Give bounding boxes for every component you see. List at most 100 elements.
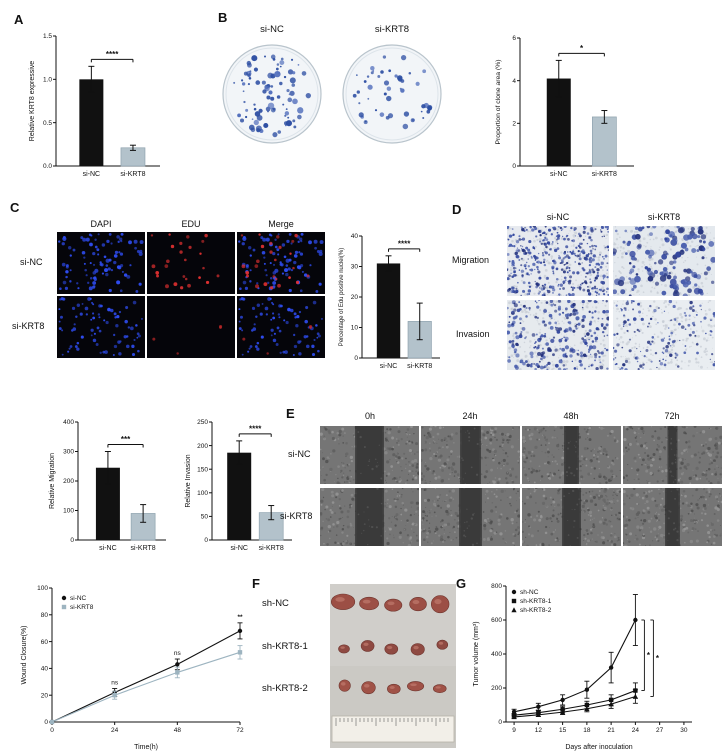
svg-text:18: 18 (583, 727, 591, 734)
svg-text:si-NC: si-NC (550, 171, 568, 178)
transwell-image-migration-si-krt8 (613, 226, 715, 296)
svg-text:24: 24 (632, 727, 640, 734)
transwell-image-migration-si-nc (507, 226, 609, 296)
panel-a-label: A (14, 12, 24, 27)
svg-text:400: 400 (63, 419, 74, 426)
svg-text:400: 400 (491, 651, 502, 658)
fluorescence-image-merge-si-krt8 (237, 296, 325, 358)
transwell-image-invasion-si-nc (507, 300, 609, 370)
svg-text:24: 24 (111, 727, 119, 734)
svg-text:si-NC: si-NC (230, 545, 248, 552)
wound-image-si-nc-48h (522, 426, 621, 484)
row-label-invasion: Invasion (456, 329, 490, 339)
svg-text:****: **** (398, 239, 411, 248)
svg-text:Time(h): Time(h) (134, 744, 158, 751)
svg-text:0: 0 (44, 719, 48, 726)
transwell-image-invasion-si-krt8 (613, 300, 715, 370)
svg-text:Relative Invasion: Relative Invasion (185, 454, 192, 507)
svg-text:1.0: 1.0 (43, 77, 52, 84)
svg-text:100: 100 (63, 508, 74, 515)
svg-text:20: 20 (41, 692, 49, 699)
svg-text:si-NC: si-NC (99, 545, 117, 552)
svg-text:40: 40 (351, 233, 359, 240)
svg-text:100: 100 (197, 490, 208, 497)
svg-text:0: 0 (512, 163, 516, 170)
svg-text:Days after inoculation: Days after inoculation (565, 744, 632, 751)
svg-text:Relative KRT8 expressive: Relative KRT8 expressive (29, 61, 36, 142)
svg-text:0: 0 (204, 537, 208, 544)
svg-text:60: 60 (41, 639, 49, 646)
svg-text:si-KRT8: si-KRT8 (592, 171, 617, 178)
svg-text:100: 100 (37, 585, 48, 592)
row-label-sh-krt8-1: sh-KRT8-1 (262, 641, 308, 652)
wound-image-si-nc-24h (421, 426, 520, 484)
row-label-migration: Migration (452, 255, 490, 265)
svg-text:9: 9 (512, 727, 516, 734)
panel-g-label: G (456, 576, 467, 591)
fluorescence-image-edu-si-nc (147, 232, 235, 294)
column-header-si-krt8: si-KRT8 (647, 212, 681, 222)
svg-text:Percentage of Edu positive nuc: Percentage of Edu positive nuclei(%) (339, 248, 345, 346)
colony-dish-label-si-krt8: si-KRT8 (374, 24, 410, 35)
fluorescence-image-dapi-si-nc (57, 232, 145, 294)
row-label-sh-krt8-2: sh-KRT8-2 (262, 683, 308, 694)
fluorescence-image-edu-si-krt8 (147, 296, 235, 358)
wound-image-si-nc-0h (320, 426, 419, 484)
svg-text:**: ** (237, 614, 243, 621)
tumor-photo (330, 584, 456, 748)
svg-text:6: 6 (512, 35, 516, 42)
column-header-merge: Merge (268, 219, 294, 229)
svg-text:0.5: 0.5 (43, 120, 52, 127)
svg-text:200: 200 (63, 478, 74, 485)
svg-text:****: **** (106, 50, 119, 59)
svg-text:600: 600 (491, 617, 502, 624)
wound-image-si-nc-72h (623, 426, 722, 484)
column-header-72h: 72h (664, 411, 680, 421)
chart-relative-migration: 0 100 200 300 400 Relative Migration si-NC si-K… (46, 406, 174, 564)
svg-text:48: 48 (174, 727, 182, 734)
svg-text:30: 30 (351, 264, 359, 271)
svg-text:0: 0 (354, 355, 358, 362)
svg-text:si-KRT8: si-KRT8 (131, 545, 156, 552)
svg-text:20: 20 (351, 294, 359, 301)
svg-text:0: 0 (70, 537, 74, 544)
svg-text:ns: ns (111, 680, 119, 687)
panel-f-label: F (252, 576, 260, 591)
colony-dish-label-si-nc: si-NC (260, 24, 284, 35)
column-header-edu: EDU (181, 219, 201, 229)
svg-text:200: 200 (197, 443, 208, 450)
svg-text:Proportion of clone area (%): Proportion of clone area (%) (495, 59, 502, 144)
svg-text:ns: ns (174, 650, 182, 657)
svg-text:150: 150 (197, 466, 208, 473)
svg-text:Relative Migration: Relative Migration (49, 453, 56, 509)
row-label-si-krt8: si-KRT8 (12, 321, 45, 331)
svg-text:***: *** (121, 435, 131, 444)
svg-text:****: **** (249, 424, 262, 433)
svg-text:si-KRT8: si-KRT8 (70, 604, 94, 611)
panel-c-label: C (10, 200, 20, 215)
svg-text:30: 30 (680, 727, 688, 734)
wound-image-si-krt8-72h (623, 488, 722, 546)
chart-wound-closure: 0 20 40 60 80 100 0 24 48 72 Wound Closure(%) Time(… (18, 578, 252, 752)
fluorescence-image-dapi-si-krt8 (57, 296, 145, 358)
panel-d-label: D (452, 202, 462, 217)
svg-text:2: 2 (512, 121, 516, 128)
column-header-24h: 24h (462, 411, 478, 421)
colony-dish-image-si-krt8 (342, 44, 442, 144)
chart-edu-positive: 0 10 20 30 40 Percentage of Edu positive nucl… (336, 220, 448, 382)
chart-clone-area: 0 2 4 6 Proportion of clone area (%) si-NC si-… (492, 22, 642, 190)
svg-text:80: 80 (41, 612, 49, 619)
svg-text:4: 4 (512, 78, 516, 85)
row-label-wound-si-krt8: si-KRT8 (280, 511, 313, 521)
svg-text:si-NC: si-NC (83, 171, 101, 178)
wound-image-si-krt8-24h (421, 488, 520, 546)
svg-text:Tumor volume (mm³): Tumor volume (mm³) (473, 621, 480, 686)
svg-text:0: 0 (498, 719, 502, 726)
svg-text:21: 21 (608, 727, 616, 734)
svg-text:0: 0 (50, 727, 54, 734)
panel-e-label: E (286, 406, 295, 421)
svg-text:si-NC: si-NC (380, 363, 398, 370)
svg-text:sh-NC: sh-NC (520, 589, 539, 596)
svg-text:sh-KRT8-1: sh-KRT8-1 (520, 598, 552, 605)
svg-text:sh-KRT8-2: sh-KRT8-2 (520, 607, 552, 614)
